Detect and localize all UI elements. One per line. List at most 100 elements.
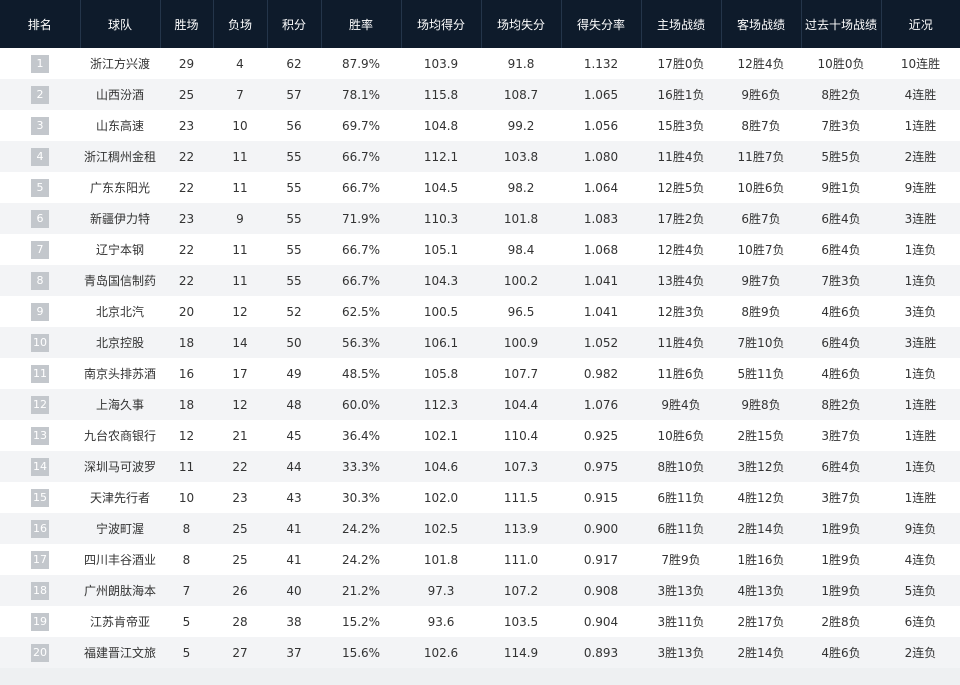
cell-team[interactable]: 南京头排苏酒 — [83, 367, 156, 381]
cell-team[interactable]: 浙江方兴渡 — [89, 57, 150, 71]
cell-team[interactable]: 宁波町渥 — [95, 522, 144, 536]
cell-win-pct: 66.7% — [341, 180, 381, 195]
cell-wins: 8 — [182, 552, 191, 567]
cell-losses: 25 — [232, 521, 248, 536]
column-header-team[interactable]: 球队 — [80, 0, 161, 48]
cell-avg-points-for: 104.5 — [423, 180, 459, 195]
cell-last-ten-record: 3胜7负 — [821, 429, 861, 443]
column-header-points[interactable]: 积分 — [267, 0, 322, 48]
cell-team[interactable]: 新疆伊力特 — [89, 212, 150, 226]
cell-losses: 28 — [232, 614, 248, 629]
cell-away-record: 1胜16负 — [737, 553, 785, 567]
cell-team[interactable]: 四川丰谷酒业 — [83, 553, 156, 567]
cell-avg-points-for: 102.5 — [423, 521, 459, 536]
cell-streak: 9连胜 — [904, 181, 937, 195]
cell-points: 52 — [286, 304, 302, 319]
cell-win-pct: 78.1% — [341, 87, 381, 102]
cell-point-ratio: 0.900 — [583, 521, 619, 536]
cell-win-pct: 87.9% — [341, 56, 381, 71]
cell-avg-points-against: 110.4 — [503, 428, 539, 443]
cell-avg-points-against: 107.2 — [503, 583, 539, 598]
rank-badge: 9 — [31, 302, 49, 321]
column-header-last-ten-record[interactable]: 过去十场战绩 — [801, 0, 882, 48]
rank-badge: 15 — [31, 488, 49, 507]
cell-away-record: 8胜7负 — [741, 119, 781, 133]
cell-points: 57 — [286, 87, 302, 102]
cell-avg-points-against: 99.2 — [507, 118, 535, 133]
cell-points: 49 — [286, 366, 302, 381]
cell-losses: 9 — [236, 211, 244, 226]
cell-team[interactable]: 广州朗肽海本 — [83, 584, 156, 598]
cell-team[interactable]: 福建晋江文旅 — [83, 646, 156, 660]
cell-home-record: 3胜13负 — [657, 646, 705, 660]
cell-avg-points-for: 112.1 — [423, 149, 459, 164]
cell-point-ratio: 1.041 — [583, 273, 619, 288]
cell-team[interactable]: 青岛国信制药 — [83, 274, 156, 288]
cell-points: 44 — [286, 459, 302, 474]
cell-points: 43 — [286, 490, 302, 505]
cell-streak: 5连负 — [904, 584, 937, 598]
column-header-point-ratio[interactable]: 得失分率 — [561, 0, 642, 48]
cell-team[interactable]: 天津先行者 — [89, 491, 150, 505]
column-header-win-pct[interactable]: 胜率 — [321, 0, 402, 48]
cell-rank: 15 — [0, 482, 80, 513]
cell-last-ten-record: 6胜4负 — [821, 212, 861, 226]
table-row: 12 上海久事 18 12 48 60.0% 112.3 104.4 1.076 9胜4负 9胜8负… — [0, 389, 960, 420]
cell-point-ratio: 1.068 — [583, 242, 619, 257]
cell-points: 45 — [286, 428, 302, 443]
cell-away-record: 5胜11负 — [737, 367, 785, 381]
cell-team[interactable]: 广东东阳光 — [89, 181, 150, 195]
cell-away-record: 4胜12负 — [737, 491, 785, 505]
cell-team[interactable]: 山西汾酒 — [95, 88, 144, 102]
cell-wins: 22 — [178, 273, 195, 288]
column-header-away-record[interactable]: 客场战绩 — [721, 0, 802, 48]
column-header-losses[interactable]: 负场 — [213, 0, 268, 48]
cell-avg-points-for: 104.8 — [423, 118, 459, 133]
cell-avg-points-against: 113.9 — [503, 521, 539, 536]
cell-away-record: 10胜7负 — [737, 243, 785, 257]
cell-team[interactable]: 山东高速 — [95, 119, 144, 133]
cell-point-ratio: 1.083 — [583, 211, 619, 226]
cell-last-ten-record: 8胜2负 — [821, 88, 861, 102]
cell-points: 55 — [286, 149, 302, 164]
cell-points: 41 — [286, 521, 302, 536]
cell-last-ten-record: 3胜7负 — [821, 491, 861, 505]
cell-rank: 1 — [0, 48, 80, 79]
rank-badge: 20 — [31, 643, 49, 662]
column-header-wins[interactable]: 胜场 — [160, 0, 214, 48]
cell-avg-points-for: 101.8 — [423, 552, 459, 567]
cell-last-ten-record: 8胜2负 — [821, 398, 861, 412]
column-header-avg-points-for[interactable]: 场均得分 — [401, 0, 482, 48]
cell-team[interactable]: 北京北汽 — [95, 305, 144, 319]
cell-losses: 11 — [232, 149, 248, 164]
column-header-streak[interactable]: 近况 — [908, 17, 933, 32]
cell-away-record: 9胜7负 — [741, 274, 781, 288]
cell-home-record: 11胜4负 — [657, 336, 705, 350]
cell-team[interactable]: 辽宁本钢 — [95, 243, 144, 257]
column-header-rank[interactable]: 排名 — [0, 0, 81, 48]
cell-avg-points-against: 101.8 — [503, 211, 539, 226]
cell-rank: 9 — [0, 296, 80, 327]
cell-team[interactable]: 北京控股 — [95, 336, 144, 350]
cell-point-ratio: 0.908 — [583, 583, 619, 598]
cell-team[interactable]: 江苏肯帝亚 — [89, 615, 150, 629]
table-row: 2 山西汾酒 25 7 57 78.1% 115.8 108.7 1.065 16胜1负 9胜6负 8… — [0, 79, 960, 110]
cell-point-ratio: 0.917 — [583, 552, 619, 567]
cell-home-record: 6胜11负 — [657, 522, 705, 536]
cell-point-ratio: 0.915 — [583, 490, 619, 505]
cell-avg-points-against: 111.0 — [503, 552, 539, 567]
cell-avg-points-for: 103.9 — [423, 56, 459, 71]
column-header-home-record[interactable]: 主场战绩 — [641, 0, 722, 48]
cell-losses: 12 — [232, 304, 248, 319]
cell-team[interactable]: 深圳马可波罗 — [83, 460, 156, 474]
cell-last-ten-record: 7胜3负 — [821, 274, 861, 288]
cell-home-record: 16胜1负 — [657, 88, 705, 102]
cell-streak: 4连胜 — [904, 88, 937, 102]
column-header-avg-points-against[interactable]: 场均失分 — [481, 0, 562, 48]
cell-home-record: 6胜11负 — [657, 491, 705, 505]
cell-team[interactable]: 九台农商银行 — [83, 429, 156, 443]
cell-team[interactable]: 上海久事 — [95, 398, 144, 412]
cell-losses: 23 — [232, 490, 248, 505]
cell-team[interactable]: 浙江稠州金租 — [83, 150, 156, 164]
cell-avg-points-for: 105.8 — [423, 366, 459, 381]
